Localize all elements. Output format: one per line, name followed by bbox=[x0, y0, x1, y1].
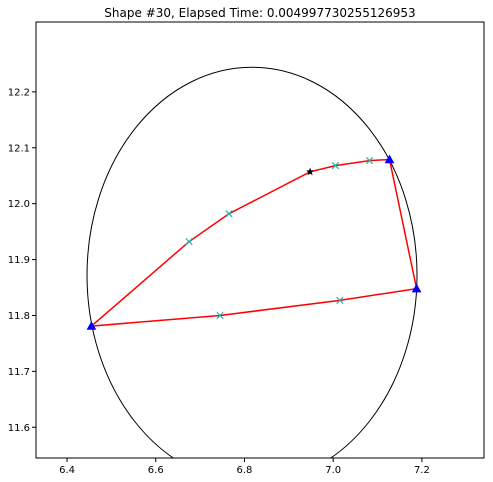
edge-point-marker-2 bbox=[336, 296, 344, 304]
vertex-marker-1 bbox=[86, 321, 97, 330]
edge-point-marker-6 bbox=[185, 238, 193, 246]
edge-point-marker-1 bbox=[216, 311, 224, 320]
edge-point-marker-3 bbox=[365, 157, 374, 165]
x-tick-label: 7.2 bbox=[414, 465, 430, 476]
y-tick-label: 11.9 bbox=[8, 255, 30, 266]
x-tick-label: 7.0 bbox=[325, 465, 341, 476]
chart-title: Shape #30, Elapsed Time: 0.0049977302551… bbox=[104, 6, 415, 20]
y-tick-label: 12.0 bbox=[8, 199, 30, 210]
fit-ellipse bbox=[86, 66, 418, 458]
axes-frame bbox=[35, 21, 485, 459]
y-tick-label: 12.2 bbox=[8, 87, 30, 98]
star-marker bbox=[306, 167, 315, 176]
x-tick-label: 6.4 bbox=[59, 465, 75, 476]
x-axis: 6.4 6.6 6.8 7.0 7.2 bbox=[59, 458, 430, 476]
y-tick-label: 12.1 bbox=[8, 143, 30, 154]
y-tick-label: 11.7 bbox=[8, 367, 30, 378]
x-tick-label: 6.8 bbox=[237, 465, 253, 476]
y-axis: 11.6 11.7 11.8 11.9 12.0 12.1 12.2 bbox=[8, 87, 36, 434]
vertex-marker-2 bbox=[411, 283, 422, 293]
edge-point-marker-4 bbox=[331, 162, 340, 170]
x-tick-label: 6.6 bbox=[148, 465, 164, 476]
vertex-marker-3 bbox=[384, 154, 395, 164]
plot-area bbox=[86, 66, 422, 458]
y-tick-label: 11.8 bbox=[8, 311, 30, 322]
edge-point-marker-5 bbox=[225, 210, 233, 218]
y-tick-label: 11.6 bbox=[8, 423, 30, 434]
